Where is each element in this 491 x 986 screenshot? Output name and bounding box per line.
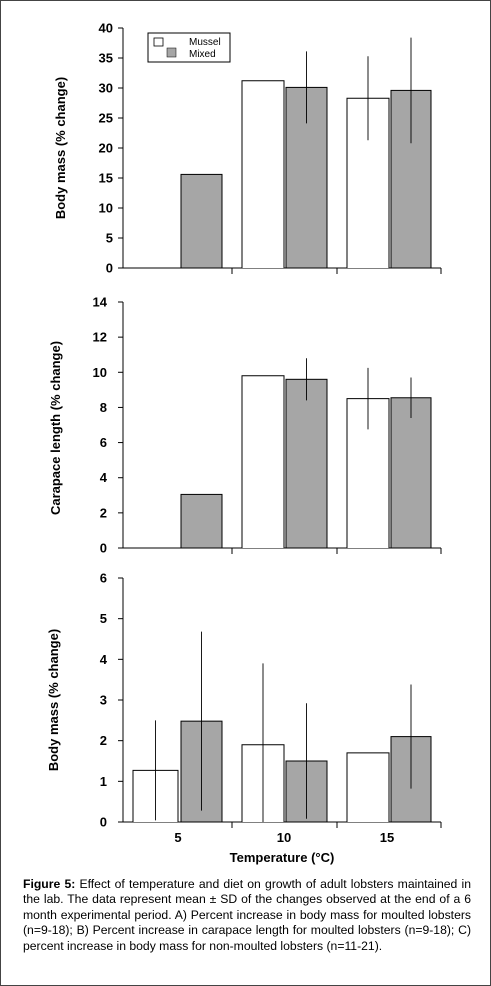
y-axis-label: Body mass (% change) (53, 77, 68, 219)
y-tick-label: 0 (106, 261, 113, 276)
y-tick-label: 15 (99, 171, 113, 186)
caption-text: Effect of temperature and diet on growth… (23, 877, 471, 953)
legend-swatch-mixed (166, 47, 177, 58)
y-tick-label: 0 (100, 815, 107, 830)
y-tick-label: 1 (100, 774, 107, 789)
y-tick-label: 12 (93, 330, 107, 345)
legend-swatch-mussel (153, 37, 164, 47)
bar-mixed (180, 493, 223, 549)
y-tick-label: 8 (100, 400, 107, 415)
y-tick-label: 25 (99, 111, 113, 126)
x-tick-label: 15 (380, 830, 394, 845)
bar-mussel (241, 375, 285, 548)
bar-mixed (390, 397, 432, 549)
y-tick-label: 10 (99, 201, 113, 216)
y-tick-label: 5 (100, 611, 107, 626)
y-tick-label: 35 (99, 51, 113, 66)
y-tick-label: 4 (100, 652, 108, 667)
legend-label-mussel: Mussel (189, 37, 221, 48)
y-tick-label: 14 (93, 295, 108, 310)
y-tick-label: 5 (106, 231, 113, 246)
y-tick-label: 0 (100, 541, 107, 556)
legend-label-mixed: Mixed (189, 49, 216, 60)
figure-caption: Figure 5: Effect of temperature and diet… (23, 877, 471, 954)
bar-mixed (180, 173, 223, 269)
bar-mussel (346, 752, 390, 822)
bar-mussel (241, 80, 285, 268)
y-tick-label: 10 (93, 365, 107, 380)
y-tick-label: 6 (100, 571, 107, 586)
y-tick-label: 6 (100, 435, 107, 450)
chart-panel-3: 0 1 2 3 4 5 6 Body mass (% change) 5 10 15 Temperat… (46, 571, 442, 865)
y-tick-label: 4 (100, 470, 108, 485)
y-tick-label: 3 (100, 693, 107, 708)
x-axis-label: Temperature (°C) (230, 850, 335, 865)
y-tick-label: 2 (100, 733, 107, 748)
bar-mixed (285, 378, 328, 549)
caption-label: Figure 5: (23, 877, 76, 891)
y-axis-label: Carapace length (% change) (48, 341, 63, 515)
y-tick-label: 30 (99, 81, 113, 96)
x-tick-label: 10 (277, 830, 291, 845)
chart-panel-1: 0 5 10 15 20 25 30 35 40 Body mass (% change) Muss… (53, 21, 442, 276)
x-tick-label: 5 (174, 830, 181, 845)
y-axis-label: Body mass (% change) (46, 629, 61, 771)
y-tick-label: 40 (99, 21, 113, 36)
y-tick-label: 2 (100, 505, 107, 520)
chart-panel-2: 0 2 4 6 8 10 12 14 Carapace length (% change) (48, 295, 442, 556)
y-tick-label: 20 (99, 141, 113, 156)
